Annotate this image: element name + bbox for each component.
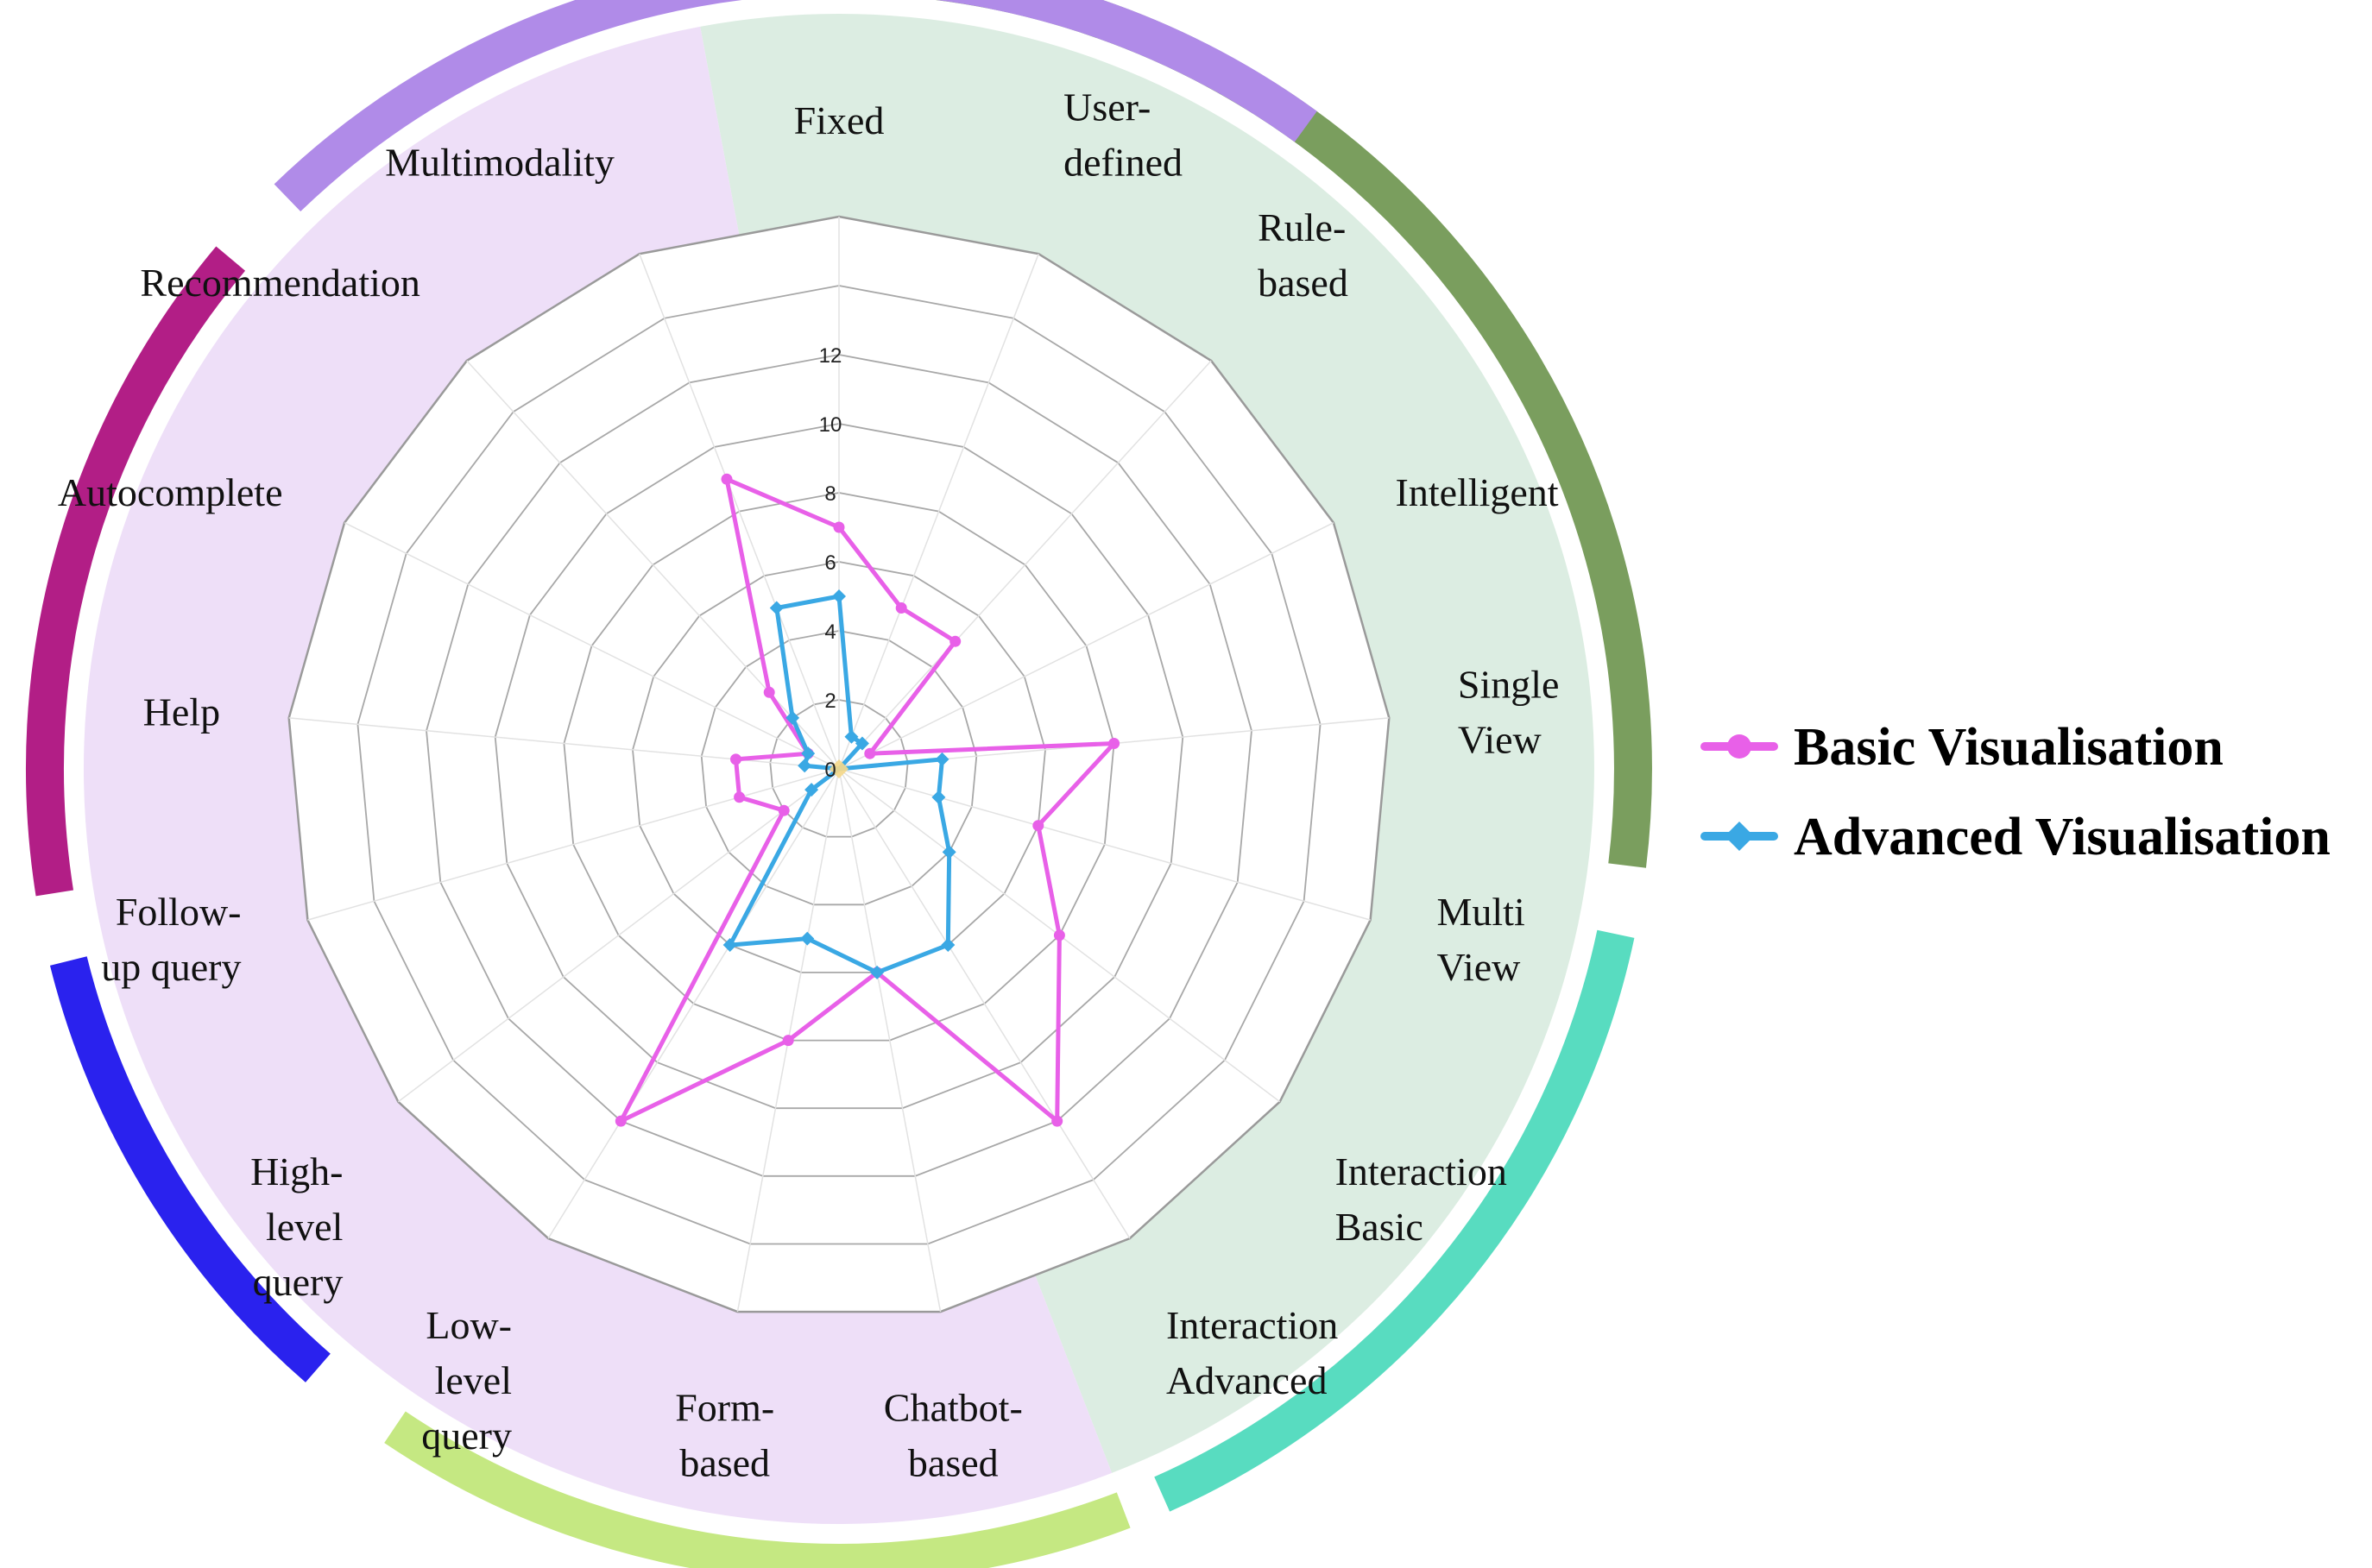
category-label-8: Chatbot-based: [884, 1386, 1023, 1485]
tick-label-4: 4: [824, 620, 836, 644]
tick-label-12: 12: [819, 344, 842, 368]
grid-spoke-3: [838, 522, 1334, 770]
category-label-3: Intelligent: [1396, 470, 1559, 514]
radial-tick-labels: 0 2 4 6 8 10 12: [819, 344, 842, 782]
data-series: [615, 473, 1120, 1127]
outer-arc-4: [25, 246, 246, 897]
grid-spoke-7: [838, 768, 1131, 1239]
category-label-5: Multi View: [1437, 890, 1525, 989]
point-0-6: [1053, 929, 1065, 941]
grid-spoke-5: [838, 768, 1371, 921]
category-label-11: High-level query: [250, 1149, 343, 1304]
outer-arc-2: [384, 1411, 1131, 1568]
category-label-16: Multimodality: [385, 141, 615, 185]
grid-spoke-16: [639, 253, 840, 770]
point-0-3: [864, 747, 876, 759]
category-label-4: Single View: [1458, 663, 1560, 762]
legend-label-0: Basic Visualisation: [1794, 718, 2224, 777]
point-1-8: [870, 965, 885, 979]
grid-spoke-12: [307, 768, 840, 921]
point-0-15: [763, 686, 775, 698]
category-labels: Fixed User-defined Rule-based Intelligent Si…: [58, 85, 1560, 1485]
grid-spoke-8: [838, 768, 942, 1313]
tick-label-6: 6: [824, 551, 836, 575]
point-1-5: [931, 790, 946, 804]
point-0-11: [778, 804, 790, 816]
grid-spoke-10: [547, 768, 840, 1239]
grid-spoke-11: [397, 768, 840, 1103]
point-1-12: [830, 759, 848, 778]
point-1-1: [844, 729, 859, 744]
category-label-12: Follow-up query: [101, 890, 241, 989]
point-0-1: [895, 602, 907, 614]
point-1-4: [935, 752, 949, 766]
outer-arc-3: [49, 956, 331, 1382]
point-0-5: [1032, 820, 1044, 832]
category-label-10: Low-level query: [421, 1303, 512, 1458]
point-1-11: [804, 783, 819, 797]
legend: Basic Visualisation Advanced Visualisatio…: [1700, 718, 2331, 866]
series-1: [722, 589, 956, 979]
grid-ring-2: [700, 630, 978, 906]
category-label-7: Interaction Advanced: [1166, 1303, 1338, 1402]
tick-label-10: 10: [819, 413, 842, 437]
grid-ring-5: [494, 423, 1184, 1110]
outer-arc-1: [1154, 929, 1635, 1512]
outer-arc-0: [935, 0, 1652, 868]
point-1-14: [801, 746, 816, 761]
point-1-13: [798, 759, 812, 773]
point-1-7: [941, 938, 956, 953]
point-0-13: [730, 753, 741, 765]
grid-spoke-2: [838, 360, 1212, 770]
point-1-2: [855, 736, 869, 751]
grid-ring-8: [287, 215, 1391, 1313]
legend-marker-0: [1727, 734, 1751, 759]
legend-label-1: Advanced Visualisation: [1794, 808, 2331, 866]
grid-ring-4: [563, 492, 1115, 1042]
tick-label-8: 8: [824, 482, 836, 506]
grid-ring-7: [356, 285, 1322, 1245]
point-1-10: [722, 938, 737, 953]
outer-category-arcs: [25, 0, 1652, 1568]
category-label-13: Help: [143, 690, 220, 734]
grid-spoke-14: [344, 522, 840, 770]
point-0-16: [721, 473, 733, 485]
point-0-2: [949, 635, 962, 647]
grid-ring-3: [632, 561, 1046, 973]
legend-item-0: Basic Visualisation: [1700, 718, 2224, 777]
outer-arc-5: [274, 0, 1317, 212]
point-1-6: [942, 845, 956, 860]
grid-ring-1: [769, 699, 909, 838]
point-1-9: [800, 931, 815, 946]
category-label-14: Autocomplete: [58, 470, 283, 514]
category-label-2: Rule-based: [1258, 205, 1348, 305]
point-1-0: [832, 589, 846, 603]
category-label-0: Fixed: [794, 98, 885, 142]
grid-ring-6: [426, 354, 1252, 1177]
grid-spoke-1: [838, 253, 1039, 770]
point-0-0: [833, 521, 845, 533]
tick-label-0: 0: [824, 759, 836, 782]
point-0-4: [1108, 738, 1120, 749]
point-1-16: [769, 601, 784, 615]
point-1-15: [785, 710, 800, 725]
point-0-9: [782, 1035, 794, 1047]
legend-marker-1: [1725, 822, 1754, 851]
category-label-1: User-defined: [1063, 85, 1183, 185]
legend-item-1: Advanced Visualisation: [1700, 808, 2331, 866]
category-label-9: Form-based: [675, 1386, 774, 1485]
category-label-6: Interaction Basic: [1335, 1149, 1507, 1249]
point-0-10: [615, 1115, 627, 1127]
point-0-7: [1051, 1115, 1063, 1127]
point-0-12: [734, 791, 746, 803]
category-label-15: Recommendation: [140, 261, 420, 305]
tick-label-2: 2: [824, 690, 836, 713]
